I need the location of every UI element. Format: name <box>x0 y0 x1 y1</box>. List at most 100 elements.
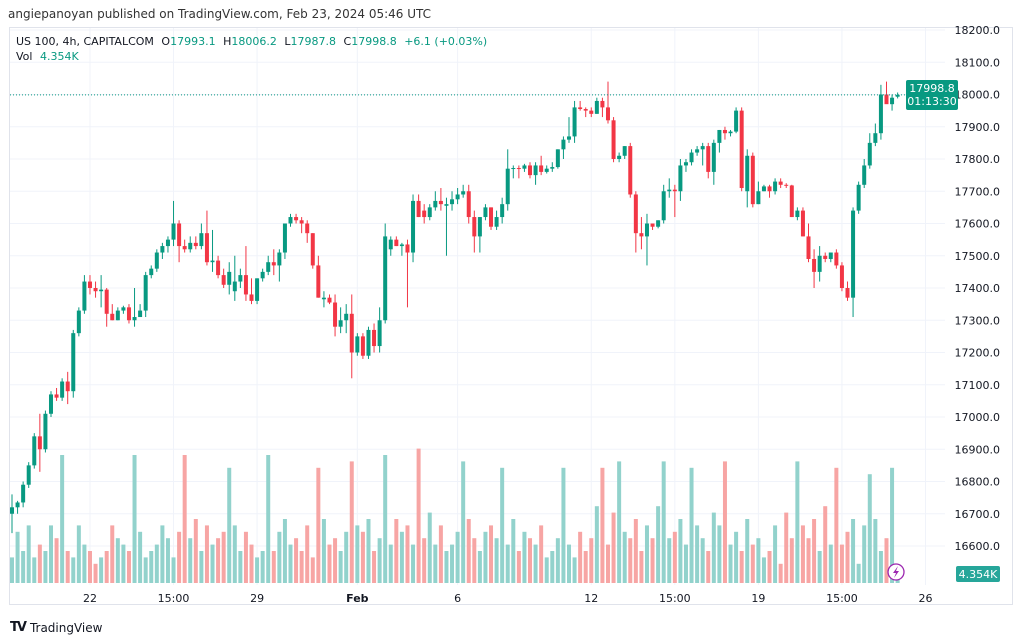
candle-body <box>333 302 338 327</box>
candle-body <box>282 223 287 253</box>
candle-body <box>750 155 755 205</box>
price-tick-label: 17500.0 <box>955 250 1001 263</box>
volume-label: Vol <box>16 50 33 63</box>
candle-body <box>243 275 248 295</box>
price-tick-label: 16700.0 <box>955 508 1001 521</box>
open-group: O17993.1 <box>161 35 215 48</box>
volume-bar <box>360 531 365 583</box>
time-tick-label: 26 <box>918 592 932 605</box>
candle-body <box>372 329 377 347</box>
volume-bar <box>455 531 460 583</box>
volume-bar <box>834 467 839 583</box>
volume-bar <box>427 512 432 583</box>
candle-body <box>249 294 254 301</box>
volume-bar <box>767 551 772 583</box>
candle-body <box>416 200 421 218</box>
candle-body <box>728 131 733 134</box>
volume-bar <box>678 519 683 583</box>
volume-bar <box>806 538 811 583</box>
volume-bar <box>433 544 438 583</box>
candle-body <box>316 265 321 298</box>
candle-body <box>817 255 822 272</box>
candle-body <box>494 217 499 227</box>
volume-bar <box>706 551 711 583</box>
volume-bar <box>411 544 416 583</box>
candle-body <box>227 271 232 285</box>
price-tick-label: 16600.0 <box>955 540 1001 553</box>
volume-bar <box>422 538 427 583</box>
candle-body <box>177 223 182 247</box>
volume-bar <box>522 531 527 583</box>
volume-bar <box>628 538 633 583</box>
candle-body <box>528 165 533 176</box>
candle-body <box>277 252 282 266</box>
candle-body <box>422 210 427 218</box>
volume-bar <box>511 519 516 583</box>
candle-body <box>160 246 165 253</box>
candle-body <box>383 236 388 321</box>
volume-bar <box>672 531 677 583</box>
candle-body <box>806 236 811 259</box>
volume-bar <box>416 448 421 583</box>
candle-body <box>93 288 98 292</box>
volume-bar <box>667 538 672 583</box>
candle-body <box>104 289 109 314</box>
volume-bar <box>756 538 761 583</box>
tradingview-logo[interactable]: TV TradingView <box>10 620 102 635</box>
candle-body <box>294 217 299 221</box>
volume-bar <box>71 557 76 583</box>
volume-bar <box>26 525 31 583</box>
volume-bar <box>773 525 778 583</box>
tradingview-logo-icon: TV <box>10 620 27 635</box>
price-tick-label: 17000.0 <box>955 411 1001 424</box>
candle-body <box>15 502 20 508</box>
volume-bar <box>483 531 488 583</box>
candle-body <box>555 149 560 168</box>
volume-bar <box>216 538 221 583</box>
candle-body <box>644 223 649 237</box>
candle-body <box>884 94 889 105</box>
volume-bar <box>745 519 750 583</box>
candle-body <box>667 189 672 192</box>
volume-bar <box>82 544 87 583</box>
volume-bar <box>650 538 655 583</box>
volume-bar <box>87 551 92 583</box>
volume-bar <box>333 538 338 583</box>
volume-bar <box>605 544 610 583</box>
volume-bar <box>132 455 137 583</box>
candle-body <box>355 336 360 353</box>
candle-body <box>611 120 616 159</box>
volume-bar <box>204 525 209 583</box>
candle-body <box>204 233 209 263</box>
candle-body <box>622 146 627 156</box>
lightning-icon[interactable] <box>887 563 905 581</box>
volume-bar <box>121 544 126 583</box>
volume-bar <box>171 557 176 583</box>
candle-body <box>650 223 655 227</box>
volume-bar <box>617 461 622 583</box>
candle-body <box>305 223 310 234</box>
volume-bar <box>48 525 53 583</box>
candle-body <box>472 217 477 237</box>
candle-body <box>483 207 488 218</box>
candle-body <box>617 155 622 159</box>
volume-bar <box>99 557 104 583</box>
volume-bar <box>778 563 783 583</box>
candle-body <box>773 181 778 192</box>
candle-body <box>349 313 354 353</box>
volume-bar <box>294 538 299 583</box>
volume-bar <box>394 519 399 583</box>
volume-bar <box>188 538 193 583</box>
volume-bar <box>143 557 148 583</box>
volume-bar <box>728 544 733 583</box>
candle-body <box>839 265 844 288</box>
price-tick-label: 17300.0 <box>955 314 1001 327</box>
volume-bar <box>812 519 817 583</box>
candle-body <box>255 278 260 301</box>
volume-bar <box>232 525 237 583</box>
candle-body <box>450 199 455 205</box>
volume-bar <box>661 461 666 583</box>
volume-bar <box>349 461 354 583</box>
volume-value: 4.354K <box>39 50 79 63</box>
